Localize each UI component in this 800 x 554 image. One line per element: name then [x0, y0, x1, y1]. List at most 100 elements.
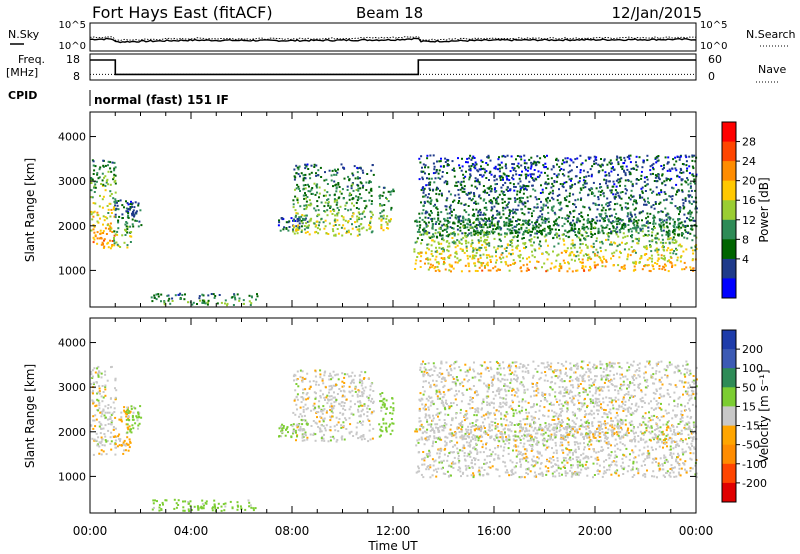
- power-cell: [522, 219, 524, 222]
- velocity-cell: [103, 433, 106, 435]
- velocity-cell: [301, 415, 304, 418]
- power-cell: [509, 264, 512, 266]
- velocity-cell: [92, 427, 95, 430]
- velocity-cell: [536, 432, 539, 435]
- velocity-cell: [106, 418, 109, 421]
- power-cell: [358, 218, 361, 221]
- power-cell: [224, 302, 226, 305]
- power-cell: [672, 224, 675, 227]
- power-cell: [115, 207, 118, 210]
- power-cell: [293, 175, 296, 178]
- power-cell: [304, 194, 307, 197]
- power-cell: [565, 204, 568, 207]
- velocity-cell: [131, 424, 134, 427]
- power-cell: [359, 181, 362, 184]
- power-cell: [92, 211, 95, 214]
- power-cell: [371, 164, 374, 167]
- velocity-cell: [349, 382, 352, 385]
- power-cell: [465, 170, 467, 173]
- velocity-cell: [281, 431, 283, 434]
- power-cell: [540, 171, 543, 174]
- power-cell: [473, 193, 476, 196]
- power-cell: [224, 299, 227, 302]
- power-cell: [92, 202, 95, 205]
- velocity-cell: [313, 408, 316, 411]
- velocity-cell: [329, 436, 332, 438]
- power-cell: [665, 198, 668, 201]
- power-cell: [644, 190, 647, 192]
- power-cell: [621, 225, 624, 228]
- velocity-cell: [530, 435, 533, 438]
- power-cell: [343, 177, 346, 180]
- power-cell: [652, 222, 655, 225]
- velocity-cell: [572, 453, 574, 456]
- power-cell: [594, 202, 597, 205]
- power-cell: [534, 196, 537, 199]
- power-cell: [126, 231, 129, 234]
- velocity-cell: [292, 411, 295, 414]
- power-cell: [587, 214, 589, 217]
- power-cell: [352, 212, 355, 215]
- power-cell: [433, 181, 436, 184]
- power-cell: [346, 230, 348, 233]
- power-cell: [685, 156, 688, 159]
- velocity-cell: [536, 461, 539, 464]
- velocity-cell: [321, 378, 324, 380]
- power-cell: [542, 164, 545, 167]
- power-cell: [452, 167, 455, 170]
- power-cell: [453, 222, 456, 225]
- power-cell: [571, 270, 574, 273]
- velocity-cell: [205, 502, 208, 505]
- power-cell: [680, 255, 683, 257]
- velocity-cell: [655, 461, 657, 463]
- power-cell: [492, 228, 495, 231]
- power-cell: [96, 237, 99, 240]
- velocity-cell: [527, 473, 529, 476]
- power-cell: [138, 220, 141, 223]
- power-cell: [617, 235, 620, 238]
- power-cell: [495, 255, 497, 258]
- power-cell: [295, 164, 298, 167]
- velocity-cell: [576, 460, 579, 463]
- power-cell: [449, 265, 452, 268]
- velocity-cell: [296, 423, 299, 426]
- power-cell: [522, 264, 525, 267]
- power-cell: [160, 300, 162, 303]
- power-cell: [576, 166, 578, 168]
- power-cell: [356, 234, 359, 237]
- power-cell: [683, 236, 686, 239]
- power-cell: [326, 214, 329, 217]
- power-cell: [530, 164, 533, 166]
- power-cell: [533, 248, 536, 251]
- velocity-cell: [369, 385, 372, 388]
- power-cell: [489, 185, 492, 188]
- power-cell: [527, 221, 530, 224]
- power-cell: [550, 168, 553, 171]
- power-cell: [389, 190, 392, 193]
- velocity-cell: [650, 425, 653, 428]
- velocity-cell: [443, 448, 446, 451]
- velocity-cell: [164, 499, 167, 502]
- power-cell: [655, 175, 658, 178]
- power-cell: [562, 159, 564, 162]
- power-cell: [465, 161, 467, 164]
- power-cell: [445, 234, 448, 237]
- power-cell: [504, 235, 506, 238]
- power-cell: [681, 234, 683, 237]
- velocity-cell: [382, 422, 385, 425]
- power-cell: [463, 190, 466, 193]
- power-cell: [456, 261, 459, 264]
- power-cell: [616, 223, 618, 226]
- velocity-cell: [418, 470, 421, 473]
- power-cell: [502, 206, 505, 209]
- velocity-cell: [362, 392, 365, 395]
- velocity-cell: [535, 462, 538, 465]
- power-cell: [599, 259, 602, 262]
- power-cell: [440, 192, 443, 195]
- power-cell: [93, 169, 96, 172]
- power-cell: [526, 229, 528, 232]
- velocity-cell: [464, 464, 467, 467]
- power-cell: [421, 187, 424, 190]
- power-cell: [370, 211, 373, 214]
- power-cell: [174, 294, 177, 297]
